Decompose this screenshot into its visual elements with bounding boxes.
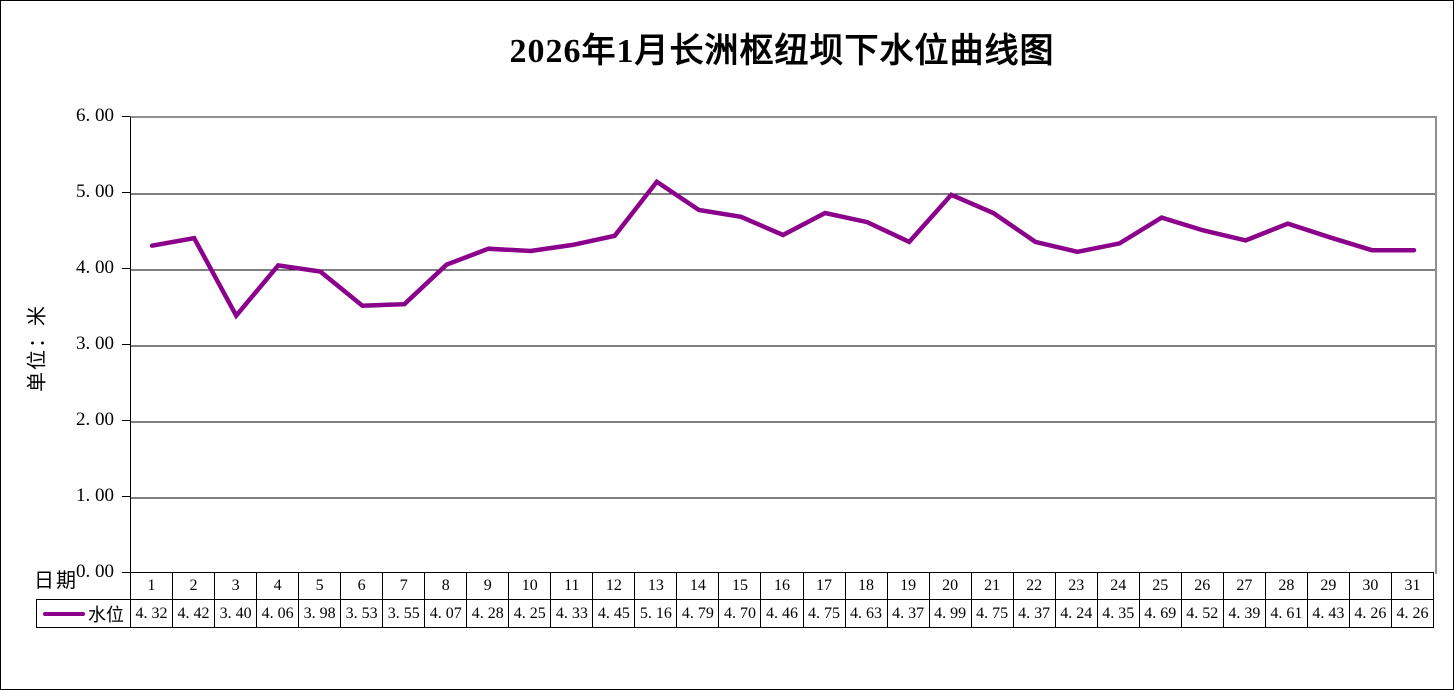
day-header-cell: 7	[383, 573, 426, 599]
value-cell: 4. 39	[1224, 600, 1266, 627]
value-cell: 4. 26	[1392, 600, 1434, 627]
y-tick-label: 2. 00	[76, 409, 114, 430]
day-header-cell: 13	[635, 573, 678, 599]
day-header-cell: 25	[1140, 573, 1182, 599]
day-header-cell: 6	[341, 573, 384, 599]
day-header-cell: 20	[930, 573, 972, 599]
y-tick-mark	[122, 268, 130, 269]
value-cell: 4. 24	[1056, 600, 1098, 627]
chart-title: 2026年1月长洲枢纽坝下水位曲线图	[509, 33, 1055, 70]
y-tick-mark	[122, 344, 130, 345]
value-cell: 3. 55	[383, 600, 426, 627]
value-cell: 4. 28	[467, 600, 510, 627]
day-header-cell: 18	[846, 573, 888, 599]
value-cell: 4. 37	[888, 600, 930, 627]
value-cell: 4. 42	[173, 600, 216, 627]
day-header-cell: 21	[972, 573, 1014, 599]
y-tick-label: 0. 00	[76, 561, 114, 582]
y-tick-mark	[122, 572, 130, 573]
value-cell: 4. 32	[131, 600, 174, 627]
series-line	[149, 178, 1417, 320]
day-header-cell: 29	[1308, 573, 1350, 599]
value-cell: 4. 70	[719, 600, 762, 627]
day-header-cell: 30	[1350, 573, 1392, 599]
series-line-icon	[43, 611, 85, 616]
day-header-cell: 23	[1056, 573, 1098, 599]
value-cell: 4. 79	[677, 600, 720, 627]
day-header-cell: 31	[1392, 573, 1434, 599]
legend-label: 水位	[88, 604, 124, 625]
day-header-cell: 16	[761, 573, 804, 599]
day-header-cell: 10	[509, 573, 552, 599]
day-header-cell: 1	[131, 573, 174, 599]
day-header-cell: 28	[1266, 573, 1308, 599]
y-tick-label: 5. 00	[76, 181, 114, 202]
y-tick-label: 4. 00	[76, 257, 114, 278]
day-header-cell: 4	[257, 573, 300, 599]
plot-area	[130, 116, 1437, 574]
value-cell: 4. 75	[804, 600, 846, 627]
y-tick-mark	[122, 116, 130, 117]
day-header-cell: 3	[215, 573, 258, 599]
value-cell: 4. 33	[551, 600, 594, 627]
day-header-cell: 8	[425, 573, 468, 599]
value-cell: 4. 61	[1266, 600, 1308, 627]
day-header-cell: 17	[804, 573, 846, 599]
y-tick-label: 6. 00	[76, 105, 114, 126]
value-cell: 4. 63	[846, 600, 888, 627]
value-cell: 3. 53	[341, 600, 384, 627]
value-cell: 4. 35	[1098, 600, 1140, 627]
value-cell: 4. 26	[1350, 600, 1392, 627]
y-tick-label: 1. 00	[76, 485, 114, 506]
value-cell: 4. 37	[1014, 600, 1056, 627]
value-row: 水位 4. 32 4. 42 3. 40 4. 06 3. 98 3. 53 3. 55 4.…	[36, 599, 1434, 628]
value-cell: 4. 06	[257, 600, 300, 627]
value-cell: 3. 98	[299, 600, 342, 627]
value-cell: 4. 75	[972, 600, 1014, 627]
day-header-cell: 19	[888, 573, 930, 599]
legend-cell: 水位	[37, 600, 131, 627]
value-cell: 5. 16	[635, 600, 678, 627]
day-header-cell: 22	[1014, 573, 1056, 599]
value-cell: 4. 46	[761, 600, 804, 627]
day-header-cell: 15	[719, 573, 762, 599]
value-cell: 4. 43	[1308, 600, 1350, 627]
y-tick-mark	[122, 496, 130, 497]
day-header-cell: 9	[467, 573, 510, 599]
day-header-cell: 26	[1182, 573, 1224, 599]
value-cell: 4. 07	[425, 600, 468, 627]
value-cell: 4. 99	[930, 600, 972, 627]
day-header-cell: 5	[299, 573, 342, 599]
y-tick-label: 3. 00	[76, 333, 114, 354]
x-axis-title: 日期	[34, 570, 78, 592]
value-cell: 4. 45	[593, 600, 636, 627]
day-header-cell: 11	[551, 573, 594, 599]
day-header-cell: 12	[593, 573, 636, 599]
series-svg	[131, 178, 1435, 499]
day-header-row: 1 2 3 4 5 6 7 8 9 10 11 12 13 14 15 16 17 18 19 20 21 22 23 24 2…	[130, 572, 1434, 599]
value-cell: 4. 25	[509, 600, 552, 627]
y-tick-mark	[122, 192, 130, 193]
day-header-cell: 2	[173, 573, 216, 599]
day-header-cell: 27	[1224, 573, 1266, 599]
day-header-cell: 24	[1098, 573, 1140, 599]
value-cell: 3. 40	[215, 600, 258, 627]
value-cell: 4. 69	[1140, 600, 1182, 627]
day-header-cell: 14	[677, 573, 720, 599]
y-tick-mark	[122, 420, 130, 421]
value-cell: 4. 52	[1182, 600, 1224, 627]
